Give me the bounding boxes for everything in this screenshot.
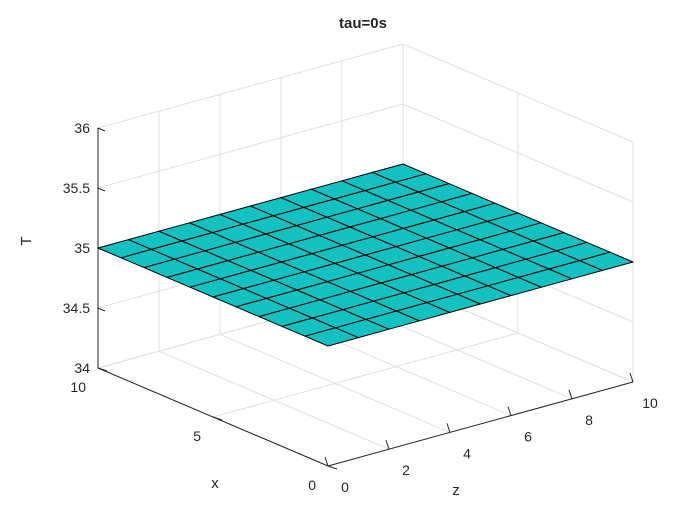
t-tick-label-36: 36 (74, 120, 90, 136)
z-tick-label-0: 0 (341, 479, 349, 495)
z-tick-10 (629, 372, 634, 383)
grid-floor-z-2 (158, 350, 390, 450)
z-axis-label: T (18, 236, 35, 245)
z-tick-4 (446, 423, 451, 433)
label-layer: tau=0s T x z (18, 15, 460, 499)
grid-left-t-35.5 (97, 103, 404, 189)
x-axis-label: x (211, 475, 219, 492)
grid-floor-x-5 (212, 332, 519, 418)
grid-floor-z-4 (219, 333, 451, 433)
x-tick-0 (327, 465, 338, 470)
z-tick-8 (568, 389, 573, 399)
z-tick-2 (385, 440, 390, 450)
surface-layer (97, 163, 634, 347)
x-tick-5 (212, 416, 223, 421)
z-tick-0 (324, 456, 329, 467)
t-tick-label-35.5: 35.5 (63, 180, 90, 196)
x-tick-label-5: 5 (193, 428, 201, 444)
z-tick-label-4: 4 (463, 445, 471, 461)
surface-patch-0-9 (579, 251, 634, 271)
grid-back-t-35.5 (402, 103, 634, 203)
t-tick-label-35: 35 (74, 240, 90, 256)
t-tick-34.5 (97, 307, 106, 312)
t-tick-34 (97, 367, 106, 372)
z-tick-6 (507, 406, 512, 416)
x-tick-label-10: 10 (70, 379, 86, 395)
chart-title: tau=0s (339, 15, 387, 32)
t-tick-35.5 (97, 187, 106, 192)
z-tick-label-6: 6 (524, 429, 532, 445)
z-tick-label-10: 10 (642, 395, 658, 411)
t-tick-label-34.5: 34.5 (63, 300, 90, 316)
z-tick-label-8: 8 (585, 412, 593, 428)
y-axis-label: z (452, 482, 460, 499)
z-tick-label-2: 2 (402, 462, 410, 478)
grid-left-t-36 (97, 43, 404, 129)
t-tick-36 (97, 127, 106, 132)
x-tick-label-0: 0 (308, 477, 316, 493)
grid-back-t-36 (402, 43, 634, 143)
z-axis-line (327, 381, 634, 467)
t-tick-label-34: 34 (74, 360, 90, 376)
